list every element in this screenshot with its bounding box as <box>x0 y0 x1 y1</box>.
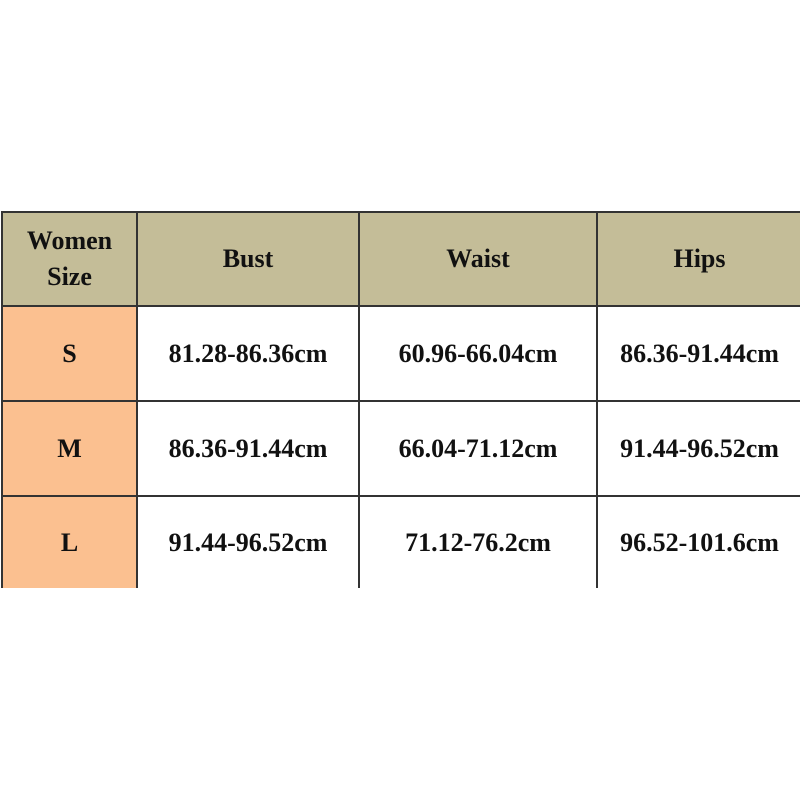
header-row: Women Size Bust Waist Hips <box>1 211 800 307</box>
bust-cell: 91.44-96.52cm <box>136 495 360 588</box>
size-cell: L <box>1 495 138 588</box>
size-chart-table: Women Size Bust Waist Hips S 81.28-86.36c… <box>1 211 800 588</box>
size-cell: S <box>1 305 138 402</box>
hips-cell: 91.44-96.52cm <box>596 400 800 497</box>
header-women-size: Women Size <box>1 211 138 307</box>
hips-cell: 96.52-101.6cm <box>596 495 800 588</box>
table-row: M 86.36-91.44cm 66.04-71.12cm 91.44-96.5… <box>1 400 800 497</box>
header-waist: Waist <box>358 211 598 307</box>
bust-cell: 86.36-91.44cm <box>136 400 360 497</box>
waist-cell: 66.04-71.12cm <box>358 400 598 497</box>
table-row: S 81.28-86.36cm 60.96-66.04cm 86.36-91.4… <box>1 305 800 402</box>
header-bust: Bust <box>136 211 360 307</box>
hips-cell: 86.36-91.44cm <box>596 305 800 402</box>
header-line: Size <box>47 262 92 291</box>
table-row: L 91.44-96.52cm 71.12-76.2cm 96.52-101.6… <box>1 495 800 588</box>
bust-cell: 81.28-86.36cm <box>136 305 360 402</box>
header-line: Women <box>26 226 113 255</box>
size-cell: M <box>1 400 138 497</box>
waist-cell: 71.12-76.2cm <box>358 495 598 588</box>
waist-cell: 60.96-66.04cm <box>358 305 598 402</box>
header-hips: Hips <box>596 211 800 307</box>
